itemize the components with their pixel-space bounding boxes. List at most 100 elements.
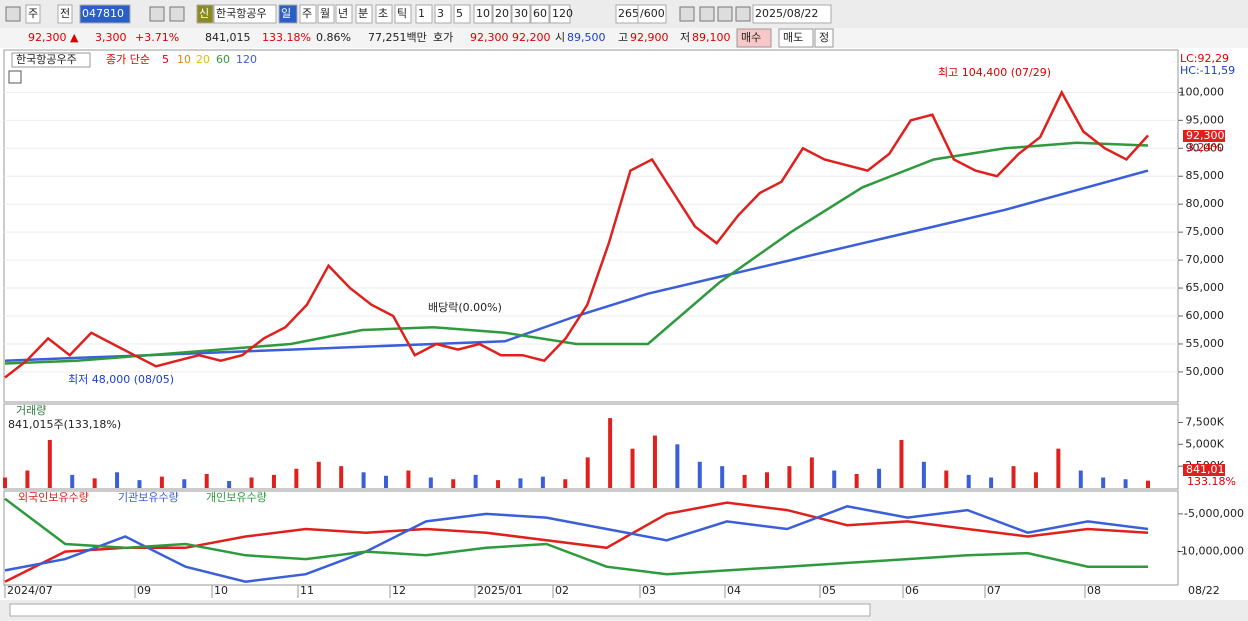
order-button[interactable]: [778, 28, 814, 48]
info-value: 92,300: [470, 31, 509, 44]
info-value: 고: [618, 31, 628, 44]
content: 주 전 047810 신 한국항공우 일 주 월 년 분 초 틱 1 3 5 10 20 30 60 120 265/6…: [3, 4, 1244, 598]
toolbar-label: 일: [281, 6, 291, 20]
series-line: [4, 169, 1149, 362]
high-note: 최고 104,400 (07/29): [938, 66, 1051, 79]
volume-bar: [182, 479, 187, 488]
volume-bar: [787, 466, 792, 488]
info-value: 77,251백만: [368, 31, 427, 44]
y-tick-label: -10,000,000: [1177, 545, 1244, 558]
holdings-panel: [3, 490, 1179, 586]
info-bar-bg: [0, 28, 1248, 48]
info-value[interactable]: 매수: [741, 31, 761, 44]
toolbar-label: 신: [199, 7, 209, 20]
price-panel: [3, 49, 1179, 403]
y-tick-label: 5,000K: [1185, 437, 1224, 450]
info-value[interactable]: 매도: [783, 31, 803, 44]
x-tick-label: 2024/07: [7, 584, 53, 597]
volume-bar: [1146, 480, 1150, 488]
order-button[interactable]: [736, 28, 772, 48]
price-change: 3.24%: [1187, 141, 1222, 154]
volume-title: 거래량: [16, 404, 46, 417]
toolbar-icon[interactable]: [735, 6, 751, 22]
toolbar-button[interactable]: [25, 4, 41, 24]
toolbar-button[interactable]: [549, 4, 571, 24]
toolbar-button[interactable]: [317, 4, 335, 24]
y-tick-label: 60,000: [1186, 309, 1225, 322]
toolbar-button[interactable]: [453, 4, 471, 24]
settings-icon[interactable]: [8, 70, 22, 84]
volume-bar: [563, 479, 568, 488]
toolbar-button[interactable]: [473, 4, 493, 24]
y-tick-label: 85,000: [1186, 169, 1225, 182]
volume-bar: [92, 478, 97, 488]
volume-bar: [966, 474, 971, 488]
legend-entry: 5: [162, 53, 169, 66]
toolbar-icon[interactable]: [5, 6, 21, 22]
toolbar-button[interactable]: [492, 4, 512, 24]
volume-bar: [989, 477, 994, 488]
toolbar-label: 주: [28, 7, 38, 20]
toolbar-label: 전: [60, 7, 70, 20]
y-tick-label: 55,000: [1186, 337, 1225, 350]
scroll-track[interactable]: [9, 603, 871, 617]
info-value: 시: [555, 31, 565, 44]
info-value: 저: [680, 31, 690, 44]
volume-bar: [361, 472, 366, 488]
toolbar-icon[interactable]: [169, 6, 185, 22]
volume-bar: [249, 477, 254, 488]
low-note: 최저 48,000 (08/05): [68, 373, 174, 386]
toolbar-button[interactable]: [637, 4, 667, 24]
volume-bar: [809, 457, 814, 488]
order-button[interactable]: [814, 28, 834, 48]
price-tag-label: 92,300: [1186, 129, 1225, 142]
x-tick-label: 02: [555, 584, 569, 597]
toolbar-button[interactable]: [375, 4, 393, 24]
toolbar-icon[interactable]: [149, 6, 165, 22]
toolbar-label: /600: [640, 7, 665, 20]
toolbar-label: 1: [418, 7, 425, 20]
toolbar-button[interactable]: [394, 4, 412, 24]
toolbar-button[interactable]: [57, 4, 73, 24]
info-value[interactable]: 정: [819, 31, 829, 44]
toolbar-button[interactable]: [530, 4, 550, 24]
volume-bar: [25, 470, 30, 488]
info-value: 89,500: [567, 31, 606, 44]
toolbar-icon[interactable]: [679, 6, 695, 22]
toolbar-label: 한국항공우: [216, 7, 267, 20]
toolbar-button[interactable]: [299, 4, 317, 24]
toolbar-icon[interactable]: [699, 6, 715, 22]
volume-bar: [115, 472, 120, 488]
toolbar-label: 월: [320, 7, 330, 20]
toolbar-label: 60: [533, 7, 547, 20]
toolbar-button[interactable]: [511, 4, 531, 24]
x-tick-label: 11: [300, 584, 314, 597]
toolbar-button[interactable]: [79, 4, 131, 24]
y-tick-label: 70,000: [1186, 253, 1225, 266]
info-value: 92,900: [630, 31, 669, 44]
series-line: [4, 505, 1149, 583]
volume-bar: [406, 470, 411, 488]
volume-bar: [697, 461, 702, 488]
toolbar-button[interactable]: [415, 4, 433, 24]
dividend-note: 배당락(0.00%): [428, 301, 502, 314]
legend-entry: 외국인보유수량: [18, 491, 89, 504]
toolbar-button[interactable]: [213, 4, 277, 24]
toolbar-button[interactable]: [278, 4, 298, 24]
volume-bar: [1011, 466, 1016, 488]
hc-label: HC:-11,59: [1180, 64, 1235, 77]
legend-entry: 종가 단순: [106, 53, 150, 66]
x-tick-label: 04: [727, 584, 741, 597]
toolbar-button[interactable]: [335, 4, 353, 24]
toolbar-button[interactable]: [434, 4, 452, 24]
toolbar-icon[interactable]: [717, 6, 733, 22]
info-value: 호가: [433, 31, 453, 44]
stock-name-box[interactable]: [11, 52, 91, 68]
toolbar-button[interactable]: [752, 4, 832, 24]
price-tag: [1183, 130, 1225, 142]
toolbar-button[interactable]: [196, 4, 214, 24]
legend-entry: 개인보유수량: [206, 491, 267, 504]
toolbar-label: 10: [476, 7, 490, 20]
toolbar-button[interactable]: [355, 4, 373, 24]
